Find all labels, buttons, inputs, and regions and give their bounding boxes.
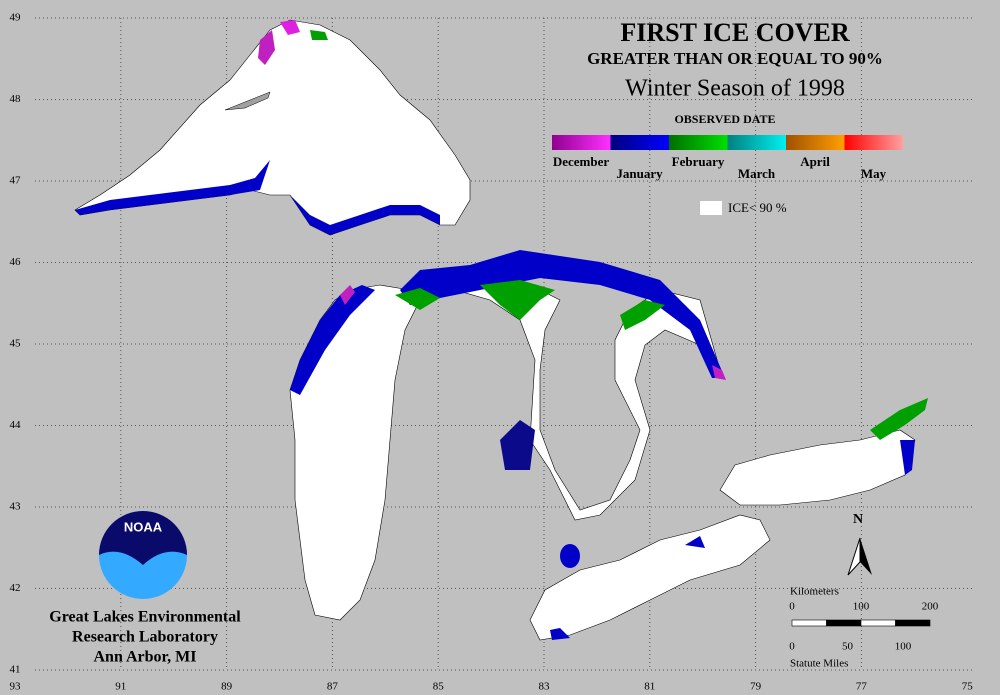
mi-tick: 100 bbox=[895, 641, 912, 653]
legend-swatch bbox=[552, 135, 611, 150]
km-tick: 200 bbox=[922, 601, 939, 613]
title: FIRST ICE COVER bbox=[620, 18, 849, 47]
scale-bar: 0 100 200 0 50 100 bbox=[789, 601, 939, 653]
ice-january bbox=[400, 250, 725, 378]
legend-title: OBSERVED DATE bbox=[674, 112, 775, 126]
longitude-label: 83 bbox=[539, 681, 551, 693]
lake-huron bbox=[419, 269, 721, 521]
legend-swatch bbox=[844, 135, 903, 150]
ice-december bbox=[280, 20, 300, 35]
longitude-label: 87 bbox=[327, 681, 339, 693]
latitude-label: 45 bbox=[10, 338, 22, 350]
ice-january bbox=[550, 628, 570, 640]
ice-february bbox=[870, 398, 928, 440]
legend: December January February March April May bbox=[552, 135, 903, 181]
longitude-label: 85 bbox=[433, 681, 445, 693]
north-arrow bbox=[860, 538, 872, 575]
north-label: N bbox=[853, 512, 863, 527]
ice-february bbox=[480, 280, 555, 320]
mi-tick: 0 bbox=[789, 641, 795, 653]
lake-st-clair bbox=[560, 544, 580, 568]
legend-swatch bbox=[610, 135, 669, 150]
ice-swatch bbox=[700, 201, 722, 215]
ice-january bbox=[500, 420, 535, 470]
mi-tick: 50 bbox=[842, 641, 854, 653]
longitude-label: 93 bbox=[10, 681, 22, 693]
longitude-label: 91 bbox=[115, 681, 126, 693]
legend-month: April bbox=[800, 154, 830, 169]
longitude-label: 79 bbox=[750, 681, 762, 693]
credit-line: Research Laboratory bbox=[72, 629, 218, 646]
ice-december bbox=[340, 285, 355, 305]
km-label: Kilometers bbox=[790, 586, 839, 598]
ice-february bbox=[395, 288, 440, 310]
longitude-label: 89 bbox=[221, 681, 233, 693]
logo-text: NOAA bbox=[124, 519, 163, 534]
scale-segment bbox=[826, 619, 862, 627]
ice-january bbox=[290, 285, 375, 395]
longitude-label: 77 bbox=[856, 681, 868, 693]
ice-december bbox=[258, 30, 275, 65]
latitude-label: 48 bbox=[10, 93, 22, 105]
latitude-label: 46 bbox=[10, 256, 22, 268]
ice-january bbox=[685, 536, 705, 548]
isle-royale bbox=[224, 91, 271, 111]
scale-segment bbox=[895, 619, 931, 627]
longitude-label: 75 bbox=[962, 681, 974, 693]
ice-january bbox=[900, 440, 915, 475]
ice-label: ICE< 90 % bbox=[728, 200, 787, 215]
ice-february bbox=[620, 300, 665, 330]
season: Winter Season of 1998 bbox=[625, 76, 845, 102]
credit-line: Great Lakes Environmental bbox=[49, 609, 241, 626]
latitude-label: 42 bbox=[10, 582, 21, 594]
legend-month: January bbox=[616, 166, 663, 181]
latitude-label: 43 bbox=[10, 501, 22, 513]
scale-segment bbox=[860, 619, 896, 627]
legend-swatch bbox=[669, 135, 728, 150]
legend-swatch bbox=[786, 135, 845, 150]
legend-swatch bbox=[727, 135, 786, 150]
latitude-label: 44 bbox=[10, 419, 22, 431]
ice-january bbox=[75, 160, 270, 215]
mi-label: Statute Miles bbox=[790, 658, 848, 670]
lake-erie bbox=[529, 514, 771, 641]
subtitle: GREATER THAN OR EQUAL TO 90% bbox=[587, 49, 883, 68]
km-tick: 100 bbox=[853, 601, 870, 613]
logo-top bbox=[99, 511, 187, 565]
scale-segment bbox=[791, 619, 827, 627]
legend-month: February bbox=[672, 154, 725, 169]
legend-month: March bbox=[738, 166, 776, 181]
ice-february bbox=[310, 30, 328, 40]
latitude-label: 49 bbox=[10, 12, 22, 24]
ice-december bbox=[712, 365, 726, 380]
legend-month: December bbox=[553, 154, 610, 169]
latitude-label: 47 bbox=[10, 175, 22, 187]
ice-january bbox=[290, 195, 440, 235]
latitude-label: 41 bbox=[10, 664, 21, 676]
longitude-label: 81 bbox=[644, 681, 655, 693]
legend-month: May bbox=[861, 166, 887, 181]
km-tick: 0 bbox=[789, 601, 795, 613]
credit-line: Ann Arbor, MI bbox=[94, 649, 197, 666]
